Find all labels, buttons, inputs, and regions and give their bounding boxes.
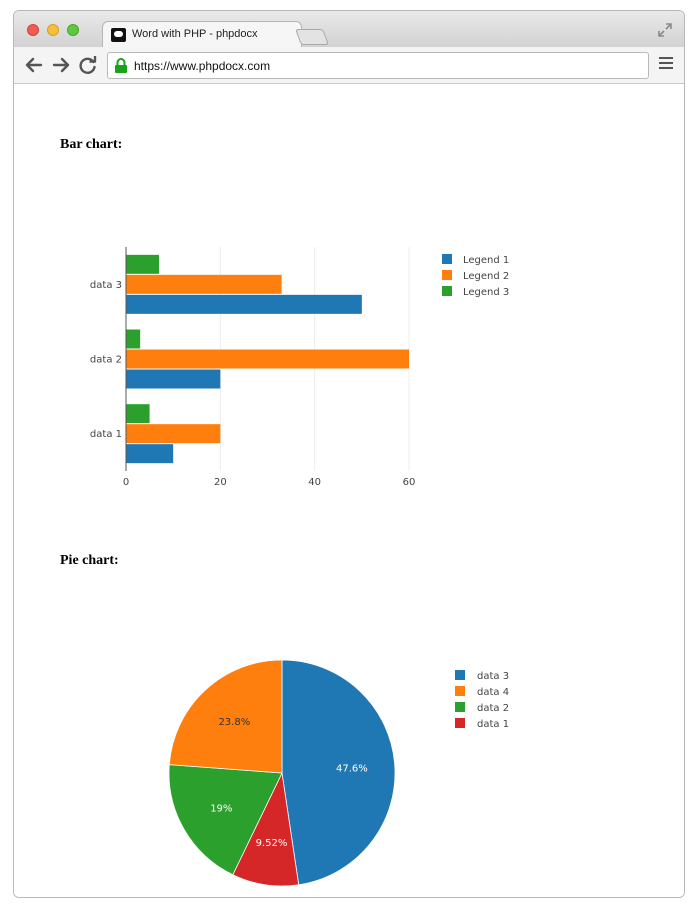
browser-window: Word with PHP - phpdocx https://www.phpd… (13, 10, 685, 898)
close-window-button[interactable] (27, 24, 39, 36)
bar-chart-title: Bar chart: (60, 137, 123, 152)
bar (126, 294, 362, 314)
url-text: https://www.phpdocx.com (134, 59, 271, 73)
pie-chart: 47.6% 9.52% 19% 23.8% data 3 data 4 data 2 data… (168, 659, 509, 887)
pie-data-label: 23.8% (218, 717, 250, 728)
legend-swatch (455, 702, 465, 712)
legend-label: Legend 3 (463, 287, 509, 298)
legend-label: Legend 1 (463, 255, 509, 266)
bar (126, 349, 409, 369)
minimize-window-button[interactable] (47, 24, 59, 36)
back-arrow-icon[interactable] (23, 55, 45, 75)
maximize-window-button[interactable] (67, 24, 79, 36)
pie-slice (168, 764, 283, 876)
legend-label: data 3 (477, 671, 509, 682)
new-tab-button[interactable] (295, 29, 329, 45)
y-tick-label: data 1 (90, 429, 122, 440)
address-bar[interactable]: https://www.phpdocx.com (107, 52, 649, 79)
legend-swatch (442, 254, 452, 264)
pie-chart-title: Pie chart: (60, 553, 119, 568)
bar (126, 329, 141, 349)
legend-swatch (442, 286, 452, 296)
bar-chart: 0 20 40 60 data 1 data 2 data 3 Legend 1 Legend … (90, 247, 509, 488)
bar (126, 444, 174, 464)
legend-swatch (455, 718, 465, 728)
bar (126, 274, 282, 294)
x-tick-label: 40 (308, 477, 321, 488)
browser-toolbar: https://www.phpdocx.com (14, 47, 684, 84)
page-content: Bar chart: 0 20 40 60 data 1 data 2 data 3 Lege… (14, 85, 684, 897)
x-tick-label: 0 (123, 477, 129, 488)
legend-swatch (455, 686, 465, 696)
fullscreen-icon[interactable] (657, 22, 673, 38)
legend-label: data 4 (477, 687, 509, 698)
legend-swatch (442, 270, 452, 280)
browser-tab[interactable]: Word with PHP - phpdocx (102, 21, 302, 48)
pie-data-label: 9.52% (256, 838, 288, 849)
bar (126, 369, 221, 389)
legend-label: data 1 (477, 719, 509, 730)
x-tick-label: 20 (214, 477, 227, 488)
x-tick-label: 60 (403, 477, 416, 488)
tab-bar: Word with PHP - phpdocx (14, 11, 684, 48)
pie-data-label: 19% (210, 804, 232, 815)
pie-slice (281, 659, 396, 886)
favicon-icon (111, 28, 126, 42)
y-tick-label: data 2 (90, 355, 122, 366)
lock-icon (115, 58, 127, 73)
y-tick-label: data 3 (90, 280, 122, 291)
pie-data-label: 47.6% (336, 763, 368, 774)
legend-swatch (455, 670, 465, 680)
legend-label: Legend 2 (463, 271, 509, 282)
reload-icon[interactable] (77, 55, 99, 75)
pie-slice (168, 659, 283, 774)
tab-title: Word with PHP - phpdocx (132, 28, 258, 40)
legend-label: data 2 (477, 703, 509, 714)
bar (126, 404, 150, 424)
bar (126, 424, 221, 444)
bar (126, 254, 160, 274)
forward-arrow-icon[interactable] (50, 55, 72, 75)
menu-icon[interactable] (659, 57, 673, 71)
